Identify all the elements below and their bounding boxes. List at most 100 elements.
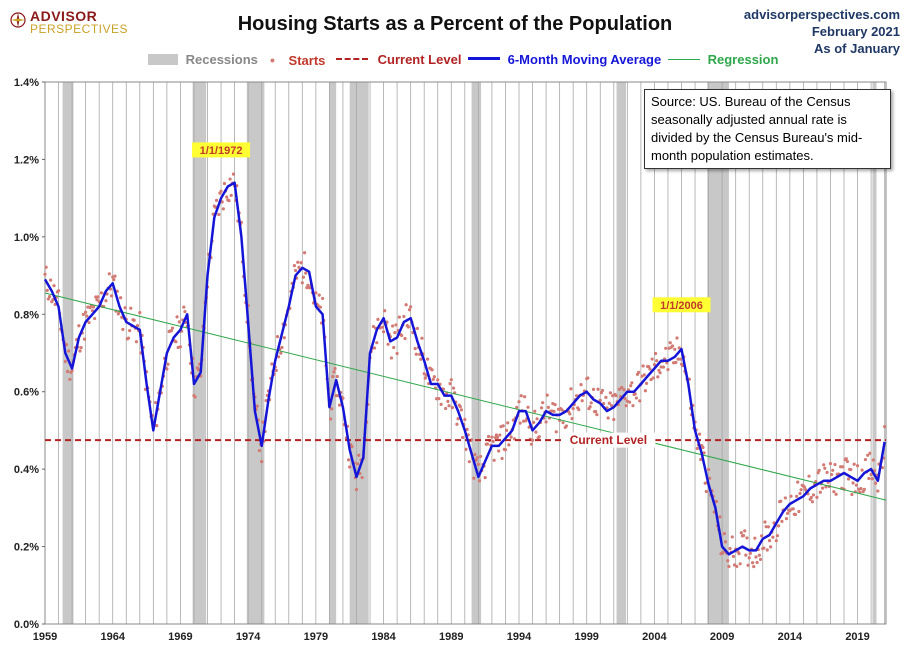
- x-tick-label: 2009: [710, 631, 734, 643]
- starts-dot: [79, 346, 83, 350]
- starts-dot: [598, 398, 602, 402]
- annotation-bg: [561, 432, 656, 448]
- annotation-bg: [652, 297, 711, 313]
- starts-dot: [214, 198, 219, 202]
- starts-dot: [795, 494, 799, 498]
- starts-dot: [727, 564, 731, 569]
- starts-dot: [121, 327, 125, 332]
- starts-dot: [437, 397, 441, 401]
- starts-dot: [642, 373, 646, 377]
- starts-dot: [539, 406, 544, 410]
- source-block: advisorperspectives.com February 2021 As…: [744, 6, 900, 57]
- recession-band: [707, 82, 729, 624]
- starts-dot: [834, 492, 838, 496]
- starts-dot: [123, 306, 127, 310]
- starts-dot: [748, 551, 752, 555]
- starts-dot: [771, 535, 775, 539]
- starts-dot: [63, 359, 67, 364]
- starts-dot: [519, 394, 523, 398]
- starts-dot: [854, 483, 859, 487]
- starts-dot: [430, 368, 434, 372]
- starts-dot: [629, 384, 633, 388]
- starts-dot: [577, 408, 581, 412]
- starts-dot: [261, 420, 265, 424]
- starts-dot: [602, 401, 606, 406]
- x-tick-label: 1969: [168, 631, 192, 643]
- starts-dot: [623, 397, 627, 401]
- starts-dot: [747, 556, 751, 560]
- starts-dot: [785, 511, 790, 515]
- starts-dot: [302, 251, 307, 255]
- starts-dot: [109, 294, 114, 298]
- starts-dot: [851, 481, 855, 485]
- starts-dot: [475, 456, 479, 460]
- starts-dot: [859, 487, 863, 491]
- starts-dot: [769, 545, 773, 549]
- starts-dot: [375, 341, 379, 345]
- starts-dot: [784, 517, 789, 521]
- starts-dot: [282, 336, 286, 340]
- starts-dot: [830, 472, 834, 477]
- starts-dot: [546, 405, 550, 409]
- starts-dot: [332, 370, 336, 374]
- starts-dot: [714, 499, 719, 504]
- starts-dot: [331, 374, 335, 379]
- starts-dot: [463, 417, 467, 422]
- starts-dot: [839, 465, 843, 469]
- starts-dot: [614, 394, 618, 398]
- starts-dot: [569, 387, 573, 391]
- starts-dot: [360, 475, 364, 480]
- starts-dot: [68, 377, 72, 381]
- starts-dot: [532, 420, 536, 424]
- starts-dot: [407, 308, 412, 312]
- as-of-text: As of January: [814, 41, 900, 56]
- starts-dot: [541, 401, 545, 405]
- starts-dot: [818, 490, 822, 494]
- annotation-label: Current Level: [570, 433, 647, 447]
- starts-dot: [196, 368, 201, 372]
- regression-line: [44, 292, 887, 501]
- starts-dot: [423, 376, 427, 380]
- starts-dot: [381, 330, 386, 334]
- recession-band: [246, 82, 265, 624]
- starts-dot: [604, 395, 608, 399]
- starts-dot: [511, 418, 515, 422]
- starts-dot: [193, 395, 197, 399]
- starts-dot: [354, 488, 359, 492]
- starts-dot: [793, 512, 798, 517]
- starts-dot: [659, 365, 663, 369]
- starts-dot: [96, 295, 100, 299]
- y-tick-label: 0.4%: [14, 464, 39, 476]
- starts-dot: [544, 420, 548, 424]
- starts-dot: [219, 189, 223, 193]
- starts-dot: [395, 351, 399, 356]
- starts-dot: [383, 309, 387, 313]
- starts-dot: [153, 400, 158, 405]
- starts-dot: [863, 457, 868, 462]
- starts-dot: [828, 462, 833, 466]
- starts-dot: [335, 374, 339, 379]
- starts-dot: [155, 424, 159, 428]
- starts-dot: [376, 317, 380, 321]
- starts-dot: [815, 495, 819, 500]
- starts-dot: [129, 306, 133, 310]
- starts-dot: [439, 402, 443, 406]
- starts-dot: [831, 468, 835, 472]
- starts-dot: [833, 462, 837, 467]
- logo-bottom-text: PERSPECTIVES: [30, 22, 129, 36]
- starts-dot: [93, 316, 97, 321]
- starts-dot: [495, 435, 500, 440]
- plot-border: [44, 81, 887, 625]
- starts-dot: [394, 323, 398, 327]
- starts-dot: [138, 311, 142, 315]
- starts-dot: [780, 519, 784, 523]
- starts-dot: [791, 507, 795, 511]
- starts-dot: [866, 453, 870, 457]
- starts-dot: [400, 333, 404, 338]
- starts-dot: [128, 328, 132, 333]
- starts-dot: [874, 481, 878, 485]
- starts-dot: [596, 387, 600, 391]
- starts-dot: [304, 271, 308, 275]
- starts-dot: [346, 458, 351, 462]
- starts-dot: [589, 401, 593, 405]
